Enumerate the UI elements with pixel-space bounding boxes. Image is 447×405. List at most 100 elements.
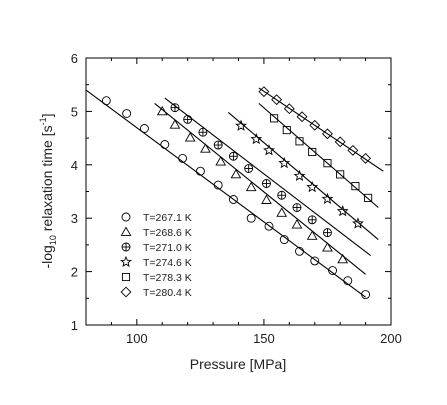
legend-marker (121, 272, 131, 282)
data-point (213, 140, 223, 150)
legend-label: T=271.0 K (143, 242, 192, 254)
data-point (336, 205, 349, 217)
legend-marker (121, 212, 131, 222)
data-point (228, 195, 238, 204)
data-points (101, 86, 373, 300)
data-point (122, 109, 132, 118)
data-point (101, 96, 111, 106)
data-point (250, 132, 263, 145)
data-point (308, 147, 317, 157)
data-point (169, 119, 181, 129)
data-point (306, 181, 319, 193)
fit-line (154, 102, 366, 275)
legend-marker (120, 286, 132, 298)
data-point (156, 105, 168, 116)
data-point (364, 193, 373, 202)
y-tick-label: 1 (71, 318, 78, 333)
data-point (228, 151, 238, 161)
fit-line (164, 97, 372, 257)
data-point (282, 126, 291, 135)
data-point (347, 144, 359, 156)
legend-label: T=280.4 K (143, 287, 192, 299)
data-point (215, 156, 227, 166)
data-point (183, 114, 193, 124)
data-point (323, 228, 332, 238)
data-point (270, 114, 279, 123)
data-point (361, 290, 371, 300)
y-axis-title-close: ] (39, 114, 55, 118)
data-point (262, 179, 271, 188)
y-tick-label: 3 (71, 211, 78, 226)
data-point (296, 111, 308, 123)
y-axis-title-sup: -1 (38, 117, 48, 125)
x-axis-title: Pressure [MPa] (190, 356, 286, 372)
data-point (235, 119, 247, 131)
data-point (170, 103, 180, 113)
data-point (198, 127, 208, 137)
fit-line (85, 89, 366, 298)
data-point (322, 242, 333, 252)
legend-label: T=274.6 K (143, 257, 192, 269)
data-point (292, 203, 302, 212)
data-point (351, 182, 360, 191)
data-point (336, 170, 345, 179)
data-point (307, 215, 317, 225)
legend-marker (120, 226, 132, 236)
data-point (184, 132, 196, 142)
y-tick-label: 4 (71, 158, 78, 173)
legend-marker (120, 255, 132, 268)
y-axis-title-sub: 10 (48, 235, 58, 245)
legend-label: T=278.3 K (143, 272, 192, 284)
x-tick-label: 150 (253, 331, 275, 346)
legend-label: T=268.6 K (143, 227, 192, 239)
data-point (261, 194, 272, 204)
data-point (160, 140, 170, 149)
data-point (278, 156, 291, 169)
fit-line (227, 112, 379, 240)
legend-label: T=267.1 K (143, 212, 192, 224)
data-point (178, 153, 188, 163)
data-point (293, 169, 306, 182)
data-point (244, 164, 254, 173)
data-point (322, 128, 333, 140)
data-point (213, 180, 223, 190)
y-axis-title-main: -log (39, 245, 55, 268)
fit-line (258, 87, 384, 172)
data-point (264, 221, 274, 231)
data-point (321, 192, 334, 204)
y-tick-label: 5 (71, 104, 78, 119)
y-axis-title: -log10 relaxation time [s-1] (38, 114, 58, 269)
data-point (295, 137, 304, 146)
data-point (245, 181, 257, 192)
data-point (246, 213, 256, 223)
data-point (352, 217, 364, 229)
y-tick-label: 6 (71, 51, 78, 66)
data-point (328, 266, 337, 275)
data-point (295, 246, 304, 256)
data-point (337, 253, 349, 264)
data-point (277, 190, 287, 200)
data-point (276, 207, 288, 217)
data-point (309, 119, 321, 131)
data-point (258, 86, 270, 98)
fit-lines (85, 87, 384, 298)
data-point (200, 143, 211, 153)
data-point (310, 256, 320, 266)
legend-marker (121, 242, 131, 252)
x-tick-label: 200 (380, 331, 402, 346)
data-point (140, 124, 149, 133)
legend: T=267.1 K T=268.6 K T=271.0 K T=274.6 K T=27… (120, 212, 192, 299)
data-point (230, 168, 242, 179)
x-tick-label: 100 (126, 331, 148, 346)
data-point (271, 94, 283, 106)
y-axis-title-rest: relaxation time [s (39, 125, 55, 235)
data-point (291, 219, 303, 229)
data-point (306, 230, 318, 240)
data-point (195, 166, 205, 176)
data-point (360, 152, 372, 164)
axis-ticks: 100 150 200 1 2 3 4 5 6 (71, 51, 402, 346)
plot-frame (85, 57, 392, 326)
data-point (279, 235, 289, 245)
data-point (283, 103, 295, 115)
